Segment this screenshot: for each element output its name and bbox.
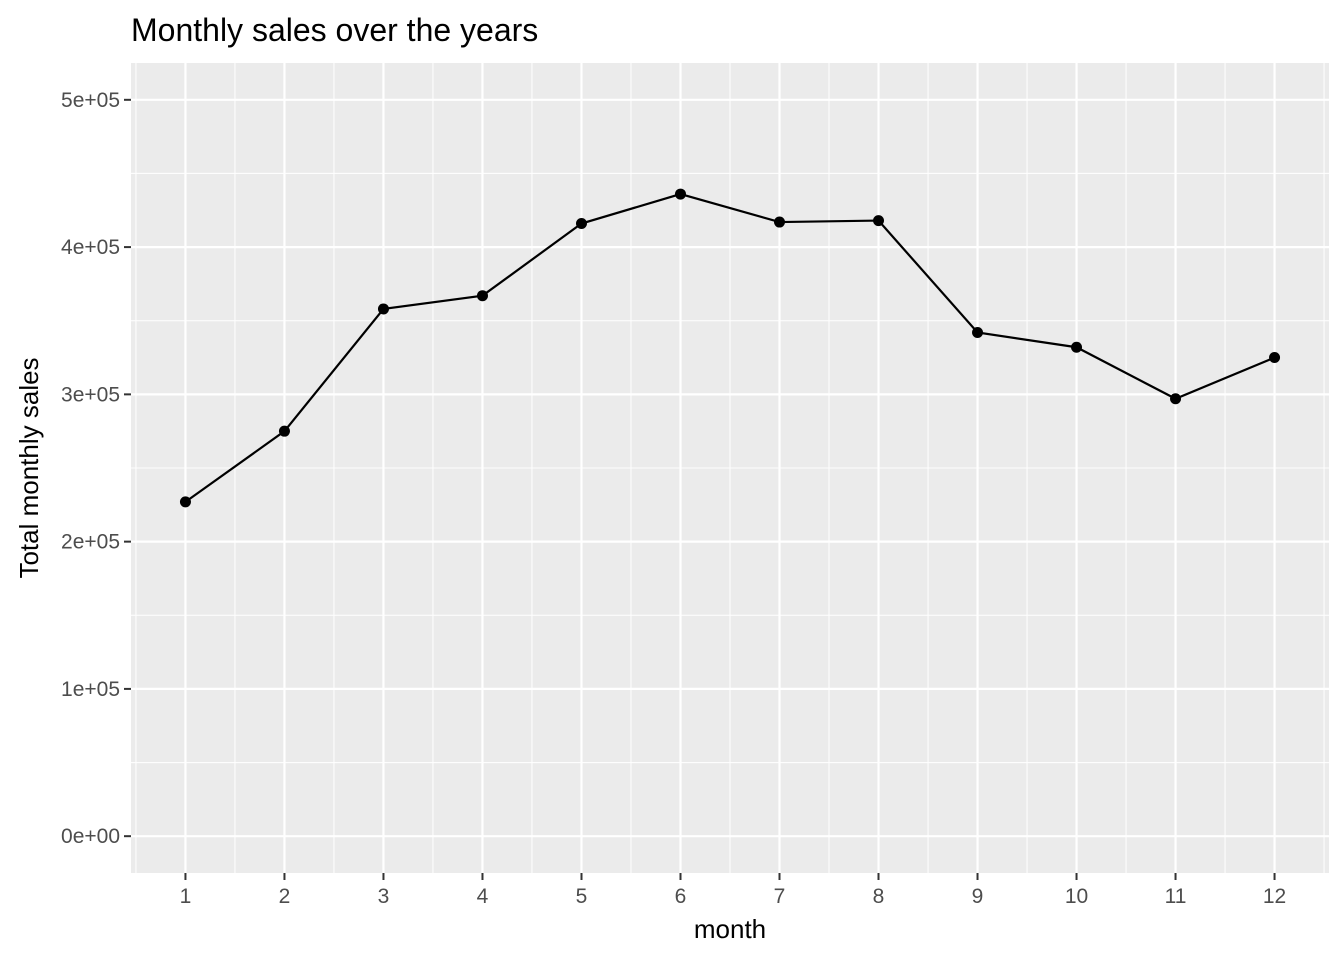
data-point: [873, 215, 885, 227]
x-axis: 1 2 3 4 5 6 7 8 9 10 11 12: [180, 873, 1286, 908]
y-tick-label: 5e+05: [61, 89, 120, 112]
minor-grid: [131, 63, 1329, 873]
x-tick-label: 2: [279, 885, 291, 908]
data-point: [179, 496, 191, 508]
series-group: [179, 188, 1281, 508]
y-tick-label: 2e+05: [61, 531, 120, 554]
y-axis-title: Total monthly sales: [14, 357, 44, 578]
x-tick-label: 4: [477, 885, 489, 908]
x-tick-label: 9: [972, 885, 984, 908]
y-tick-label: 4e+05: [61, 236, 120, 259]
data-point: [278, 425, 290, 437]
data-point: [377, 303, 389, 315]
data-point: [972, 327, 984, 339]
chart-title: Monthly sales over the years: [131, 12, 538, 48]
x-tick-label: 10: [1065, 885, 1088, 908]
data-point: [476, 290, 488, 302]
y-axis: 0e+00 1e+05 2e+05 3e+05 4e+05 5e+05: [61, 89, 131, 848]
data-point: [1071, 341, 1083, 353]
data-point: [575, 218, 587, 230]
x-tick-label: 5: [576, 885, 588, 908]
y-tick-label: 0e+00: [61, 825, 120, 848]
x-tick-label: 12: [1263, 885, 1286, 908]
x-tick-label: 6: [675, 885, 687, 908]
y-tick-label: 1e+05: [61, 678, 120, 701]
y-tick-label: 3e+05: [61, 383, 120, 406]
data-point: [1269, 352, 1281, 364]
data-point: [1170, 393, 1182, 405]
x-tick-label: 7: [774, 885, 786, 908]
x-tick-label: 11: [1165, 885, 1187, 908]
x-tick-label: 8: [873, 885, 885, 908]
data-point: [774, 216, 786, 228]
x-tick-label: 3: [378, 885, 390, 908]
x-axis-title: month: [694, 914, 766, 944]
x-tick-label: 1: [180, 885, 192, 908]
data-point: [674, 188, 686, 200]
series-line: [184, 192, 1275, 503]
